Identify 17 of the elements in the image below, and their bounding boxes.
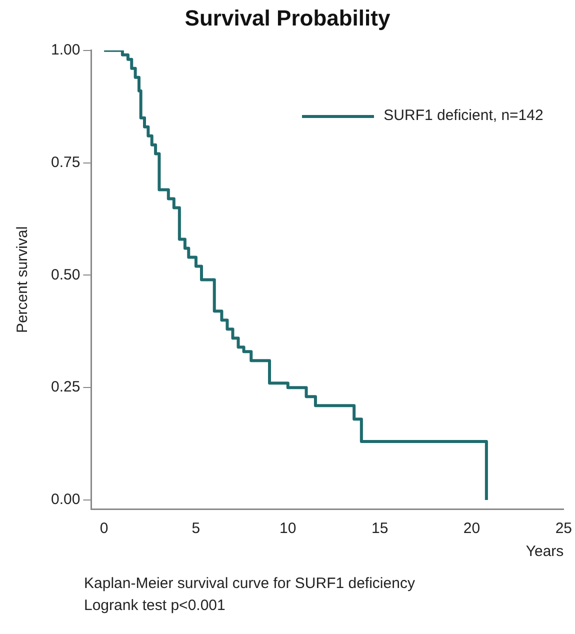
y-tick-label: 1.00 <box>50 42 80 59</box>
legend-label: SURF1 deficient, n=142 <box>384 106 544 126</box>
x-tick-label: 5 <box>192 520 200 538</box>
y-tick-label: 0.00 <box>50 491 80 508</box>
text: Logrank test p<0.001 <box>84 596 226 616</box>
y-tick-label: 0.25 <box>50 378 80 396</box>
y-tick-label: 0.50 <box>50 266 80 284</box>
x-tick-label: 10 <box>280 520 296 538</box>
x-tick-label: 15 <box>371 520 388 538</box>
x-tick-label: 25 <box>555 520 572 538</box>
y-axis-title: Percent survival <box>14 226 32 334</box>
x-axis-title: Years <box>526 543 564 560</box>
x-tick-label: 20 <box>463 520 480 538</box>
text: Kaplan-Meier survival curve for SURF1 deficiency <box>84 574 416 594</box>
x-tick-label: 0 <box>100 520 108 538</box>
y-tick-label: 0.75 <box>50 154 80 171</box>
chart-title: Survival Probability <box>184 5 391 30</box>
